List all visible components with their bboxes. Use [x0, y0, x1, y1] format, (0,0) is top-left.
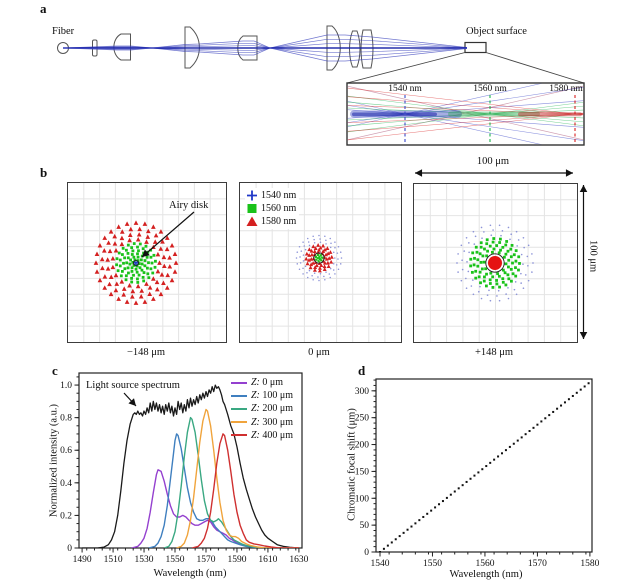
spot-diagram-plus148-svg [414, 184, 577, 342]
fiber-ferrule-icon [92, 39, 98, 57]
svg-text:1580: 1580 [580, 559, 599, 569]
spot-markers [295, 234, 343, 282]
svg-text:0.2: 0.2 [60, 511, 72, 521]
scale-horizontal-label: 100 μm [476, 156, 510, 167]
spot-caption-minus148: −148 μm [126, 347, 166, 358]
spot-diagram-plus148 [413, 183, 578, 343]
objective-lens3-icon [360, 29, 374, 69]
legend-item-z400: Z: 400 μm [231, 429, 293, 442]
legend-item-z200: Z: 200 μm [231, 402, 293, 415]
svg-text:50: 50 [360, 521, 370, 531]
d-yaxis-title: Chromatic focal shift (μm) [346, 408, 358, 521]
relay-lens-icon [184, 26, 200, 69]
svg-text:0.8: 0.8 [60, 414, 72, 424]
spot-caption-plus148: +148 μm [474, 347, 514, 358]
svg-text:1590: 1590 [227, 555, 246, 565]
panel-d-label: d [358, 363, 366, 378]
airy-disk-label: Airy disk [169, 200, 209, 211]
legend-label-z300: Z: 300 μm [251, 416, 294, 428]
legend-item-z300: Z: 300 μm [231, 416, 293, 429]
objective-lens1-icon [326, 25, 341, 71]
ray-bundle [62, 34, 468, 62]
svg-text:0.6: 0.6 [60, 446, 72, 456]
collimator-lens-icon [113, 33, 131, 61]
svg-text:1570: 1570 [196, 555, 215, 565]
spot-markers [456, 224, 534, 302]
legend-item-z0: Z: 0 μm [231, 376, 293, 389]
objective-lens2-icon [349, 30, 361, 68]
panel-b-label: b [40, 165, 48, 180]
spot-grid [240, 183, 401, 342]
scale-vertical-label: 100 μm [587, 240, 599, 273]
spot-diagram-minus148-svg [68, 183, 226, 342]
series [378, 379, 592, 552]
svg-text:0: 0 [364, 548, 369, 558]
svg-text:1540: 1540 [370, 559, 389, 569]
fiber-icon [57, 42, 69, 54]
svg-text:1610: 1610 [258, 555, 277, 565]
square-marker-icon [246, 203, 258, 214]
fiber-label: Fiber [52, 26, 75, 37]
object-surface-box [464, 41, 487, 54]
z0-line-swatch [231, 381, 247, 384]
svg-text:1630: 1630 [289, 555, 308, 565]
spot-legend: 1540 nm 1560 nm 1580 nm [245, 188, 300, 229]
z200-line-swatch [231, 407, 247, 411]
legend-item-z100: Z: 100 μm [231, 389, 293, 402]
focus-lens-icon [237, 35, 258, 61]
svg-text:0.4: 0.4 [60, 479, 72, 489]
legend-label-z100: Z: 100 μm [251, 390, 294, 402]
z300-line-swatch [231, 421, 247, 424]
spot-grid [68, 183, 226, 342]
spot-diagram-0-svg [240, 183, 401, 342]
legend-label-z0: Z: 0 μm [251, 377, 284, 389]
legend-item-1580: 1580 nm [246, 215, 296, 228]
c-yaxis-title: Normalized intensity (a.u.) [48, 403, 60, 518]
light-source-annotation: Light source spectrum [86, 380, 180, 391]
legend-item-1540: 1540 nm [246, 189, 296, 202]
z100-line-swatch [231, 394, 247, 397]
z400-line-swatch [231, 434, 247, 437]
panel-c-label: c [52, 363, 58, 378]
svg-text:1570: 1570 [528, 559, 547, 569]
svg-text:1550: 1550 [166, 555, 185, 565]
svg-text:1550: 1550 [423, 559, 442, 569]
legend-label-1540: 1540 nm [261, 190, 297, 201]
svg-text:1.0: 1.0 [60, 381, 72, 391]
optical-elements [57, 25, 487, 71]
spot-diagram-0 [239, 182, 402, 343]
inset-wavelength-1560: 1560 nm [473, 84, 507, 94]
c-xaxis-title: Wavelength (nm) [153, 568, 227, 579]
legend-label-1560: 1560 nm [261, 203, 297, 214]
spot-markers [93, 220, 179, 305]
legend-label-1580: 1580 nm [261, 216, 297, 227]
svg-text:0: 0 [67, 544, 72, 554]
inset-callout-lines [346, 52, 585, 84]
legend-item-1560: 1560 nm [246, 202, 296, 215]
spectrum-legend: Z: 0 μm Z: 100 μm Z: 200 μm Z: 300 μm Z:… [231, 376, 293, 442]
spot-diagram-minus148 [67, 182, 227, 343]
inset-wavelength-1540: 1540 nm [388, 84, 422, 94]
spot-caption-0: 0 μm [308, 347, 330, 358]
legend-label-z400: Z: 400 μm [251, 429, 294, 441]
object-surface-label: Object surface [466, 26, 527, 37]
inset-wavelength-1580: 1580 nm [549, 84, 583, 94]
panel-a-label: a [40, 1, 47, 16]
svg-text:1490: 1490 [73, 555, 92, 565]
axis-ticks [371, 379, 591, 557]
svg-text:1560: 1560 [475, 559, 494, 569]
d-xaxis-title: Wavelength (nm) [449, 569, 523, 580]
plus-marker-icon [246, 190, 258, 201]
legend-label-z200: Z: 200 μm [251, 403, 294, 415]
svg-text:1510: 1510 [104, 555, 123, 565]
inset-wavelength-planes [404, 95, 576, 144]
triangle-marker-icon [246, 216, 258, 227]
svg-text:1530: 1530 [135, 555, 154, 565]
